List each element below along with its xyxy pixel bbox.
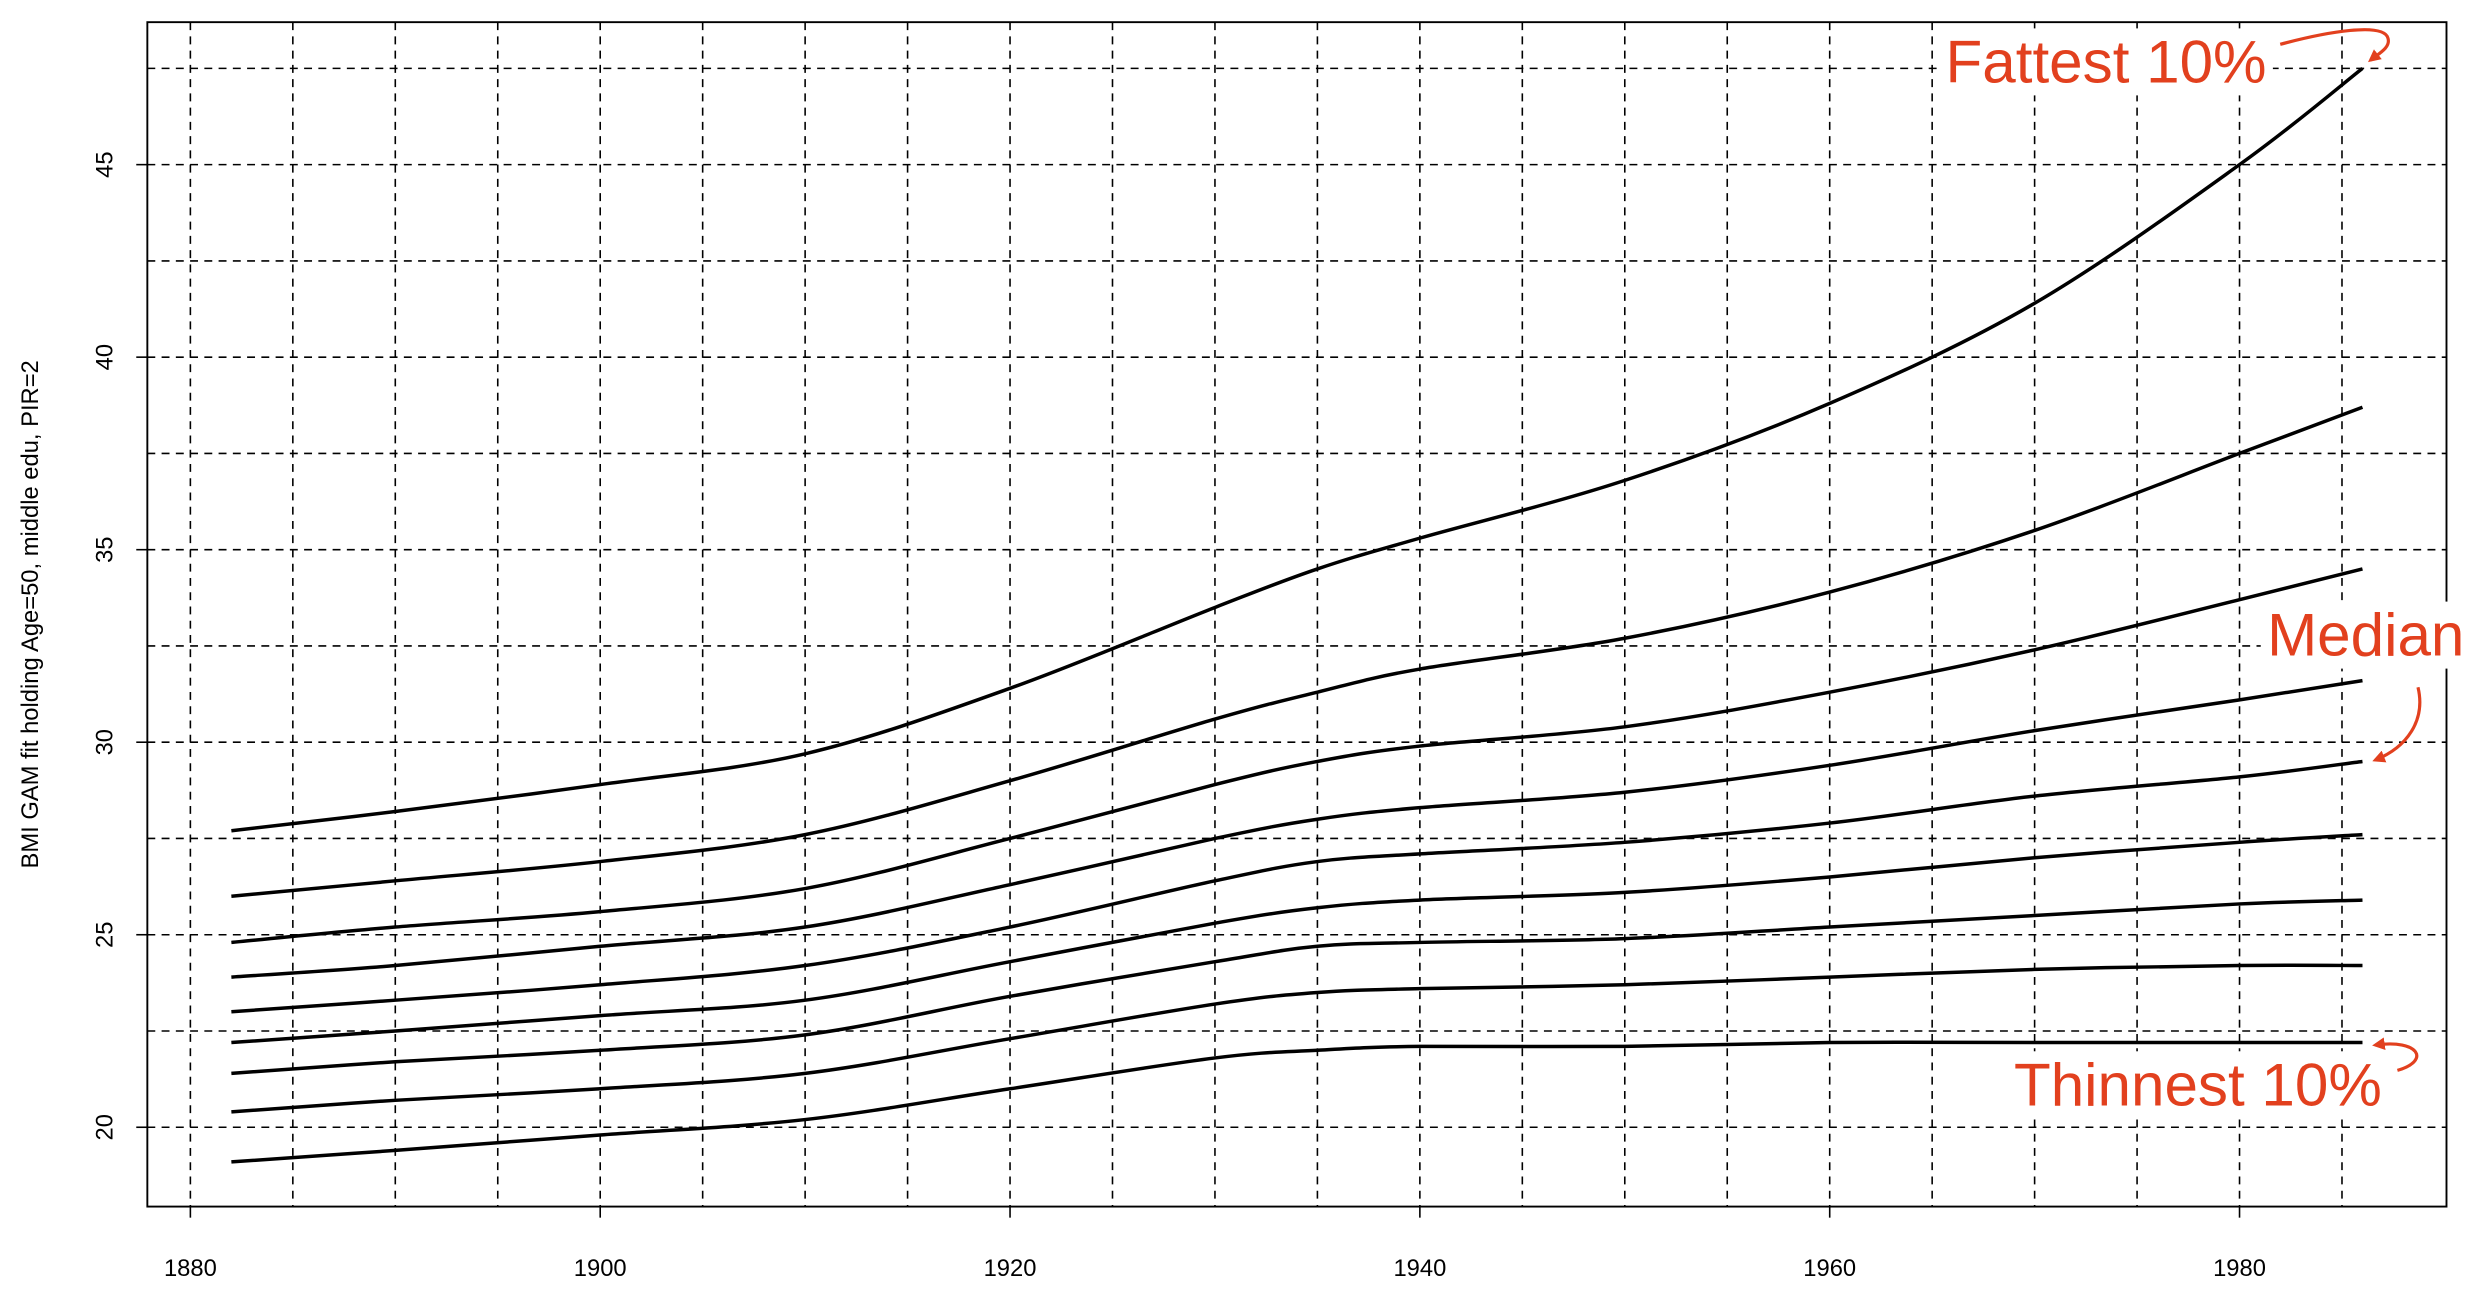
annotation: Median — [2267, 602, 2464, 669]
y-axis-label: BMI GAM fit holding Age=50, middle edu, … — [17, 360, 44, 868]
x-tick-label: 1900 — [574, 1255, 627, 1282]
x-tick-label: 1940 — [1393, 1255, 1446, 1282]
data-line — [231, 898, 2363, 1076]
annotation: Thinnest 10% — [2014, 1051, 2382, 1118]
data-line — [231, 67, 2364, 833]
y-tick-label: 35 — [92, 536, 119, 562]
x-tick-label: 1880 — [164, 1255, 217, 1282]
x-tick-label: 1920 — [984, 1255, 1037, 1282]
x-tick-label: 1960 — [1803, 1255, 1856, 1282]
data-line — [231, 963, 2363, 1114]
y-tick-label: 25 — [92, 922, 119, 948]
data-line — [231, 405, 2364, 898]
y-tick-label: 40 — [92, 344, 119, 370]
y-tick-label: 30 — [92, 729, 119, 755]
annotation-background — [1939, 28, 2273, 96]
annotation-background — [2260, 601, 2471, 669]
data-line — [231, 1040, 2363, 1164]
x-tick-label: 1980 — [2213, 1255, 2266, 1282]
data-line — [231, 678, 2363, 979]
data-line — [231, 832, 2363, 1045]
data-line — [231, 567, 2363, 945]
annotation-arrow — [2372, 686, 2422, 763]
y-tick-label: 20 — [92, 1114, 119, 1140]
annotation-arrow — [2279, 28, 2390, 63]
y-tick-label: 45 — [92, 151, 119, 177]
annotation-arrow — [2372, 1037, 2419, 1072]
data-line — [231, 759, 2363, 1014]
annotation-background — [2007, 1051, 2389, 1119]
annotation: Fattest 10% — [1946, 28, 2267, 95]
